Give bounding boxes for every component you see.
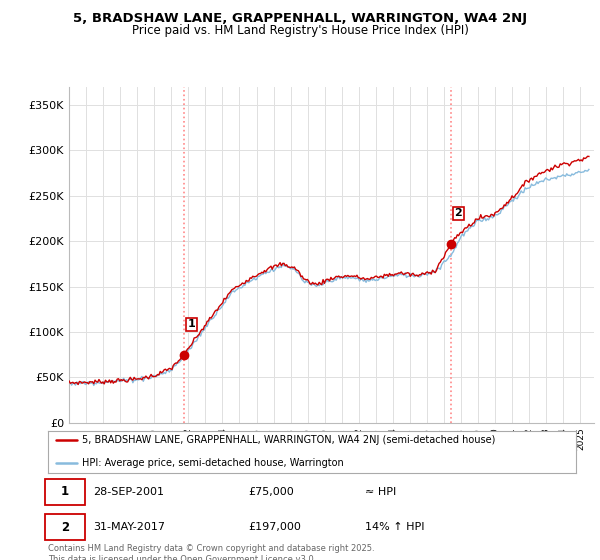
Text: 28-SEP-2001: 28-SEP-2001	[93, 487, 164, 497]
Text: 14% ↑ HPI: 14% ↑ HPI	[365, 522, 424, 532]
Text: 1: 1	[187, 319, 195, 329]
Text: 5, BRADSHAW LANE, GRAPPENHALL, WARRINGTON, WA4 2NJ (semi-detached house): 5, BRADSHAW LANE, GRAPPENHALL, WARRINGTO…	[82, 436, 496, 445]
Text: ≈ HPI: ≈ HPI	[365, 487, 396, 497]
Text: Contains HM Land Registry data © Crown copyright and database right 2025.
This d: Contains HM Land Registry data © Crown c…	[48, 544, 374, 560]
Text: 31-MAY-2017: 31-MAY-2017	[93, 522, 165, 532]
Text: £75,000: £75,000	[248, 487, 295, 497]
Text: 1: 1	[61, 485, 69, 498]
FancyBboxPatch shape	[46, 514, 85, 540]
Text: 5, BRADSHAW LANE, GRAPPENHALL, WARRINGTON, WA4 2NJ: 5, BRADSHAW LANE, GRAPPENHALL, WARRINGTO…	[73, 12, 527, 25]
Text: Price paid vs. HM Land Registry's House Price Index (HPI): Price paid vs. HM Land Registry's House …	[131, 24, 469, 36]
Text: 2: 2	[455, 208, 463, 218]
Text: £197,000: £197,000	[248, 522, 302, 532]
FancyBboxPatch shape	[46, 479, 85, 505]
Text: 2: 2	[61, 521, 69, 534]
Text: HPI: Average price, semi-detached house, Warrington: HPI: Average price, semi-detached house,…	[82, 458, 344, 468]
